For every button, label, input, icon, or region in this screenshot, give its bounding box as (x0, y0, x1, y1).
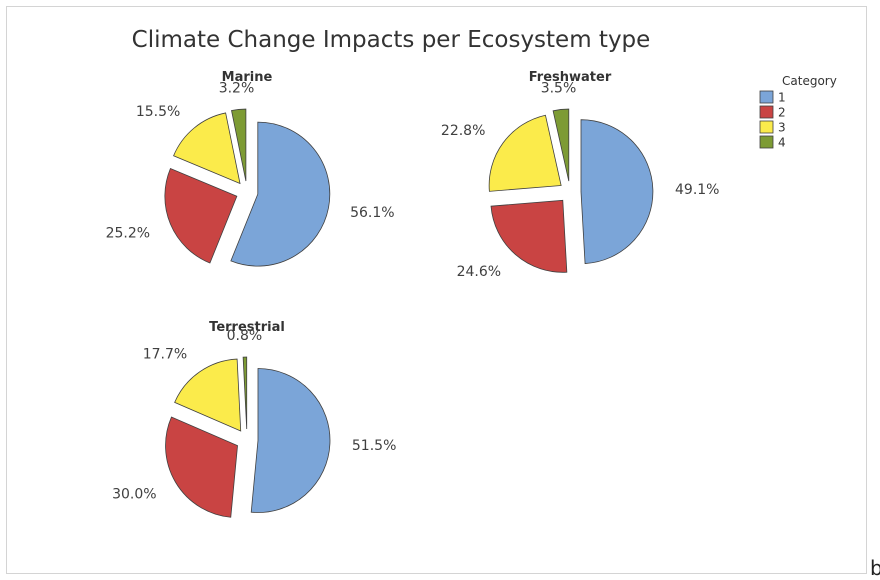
edge-glyph-text: b (870, 556, 880, 580)
pie-slice-freshwater-1 (580, 119, 654, 264)
pie-label-terrestrial-3: 17.7% (143, 347, 187, 363)
pie-marine: Marine 56.1% 25.2% 15.5% 3.2% (106, 70, 395, 267)
legend-swatch-1 (759, 90, 774, 104)
pie-label-freshwater-2: 24.6% (457, 264, 501, 280)
pie-label-freshwater-4: 3.5% (541, 81, 577, 97)
legend-label-2: 2 (778, 106, 786, 120)
legend-label-1: 1 (778, 91, 786, 105)
chart-frame: Climate Change Impacts per Ecosystem typ… (6, 6, 867, 574)
pie-slice-terrestrial-2 (165, 416, 238, 518)
legend-label-3: 3 (778, 121, 786, 135)
pie-label-marine-1: 56.1% (350, 205, 394, 221)
pie-label-freshwater-3: 22.8% (441, 123, 485, 139)
pie-label-terrestrial-4: 0.8% (227, 328, 263, 344)
pie-chart-panel: Climate Change Impacts per Ecosystem typ… (106, 27, 837, 518)
pie-label-marine-2: 25.2% (106, 226, 150, 242)
chart-title: Climate Change Impacts per Ecosystem typ… (132, 27, 651, 53)
pie-name-terrestrial: Terrestrial (209, 320, 285, 335)
legend-title: Category (782, 74, 837, 88)
pie-slice-freshwater-2 (490, 199, 568, 273)
pie-label-terrestrial-1: 51.5% (352, 438, 396, 454)
pies-group: Marine 56.1% 25.2% 15.5% 3.2% Freshwater 49.1%… (106, 70, 720, 518)
pie-name-marine: Marine (222, 70, 273, 85)
pie-slice-marine-2 (164, 167, 238, 264)
legend-swatch-2 (759, 105, 774, 119)
legend-label-4: 4 (778, 136, 786, 150)
pie-slice-marine-1 (230, 121, 331, 267)
legend-swatch-4 (759, 135, 774, 149)
pie-label-marine-4: 3.2% (219, 81, 255, 97)
pie-label-terrestrial-2: 30.0% (112, 486, 156, 502)
pie-slice-marine-3 (173, 112, 241, 185)
legend-swatch-3 (759, 120, 774, 134)
pie-label-marine-3: 15.5% (136, 104, 180, 120)
pie-terrestrial: Terrestrial 51.5% 30.0% 17.7% 0.8% (112, 320, 396, 518)
pie-freshwater: Freshwater 49.1% 24.6% 22.8% 3.5% (441, 70, 720, 280)
pie-slice-terrestrial-4 (242, 356, 248, 430)
pie-slice-freshwater-3 (488, 114, 562, 192)
pie-slice-terrestrial-1 (250, 368, 331, 513)
pie-name-freshwater: Freshwater (529, 70, 612, 85)
pie-slice-freshwater-4 (552, 108, 570, 182)
pie-label-freshwater-1: 49.1% (675, 182, 719, 198)
pie-slice-terrestrial-3 (174, 358, 242, 432)
pie-slice-marine-4 (231, 108, 247, 182)
